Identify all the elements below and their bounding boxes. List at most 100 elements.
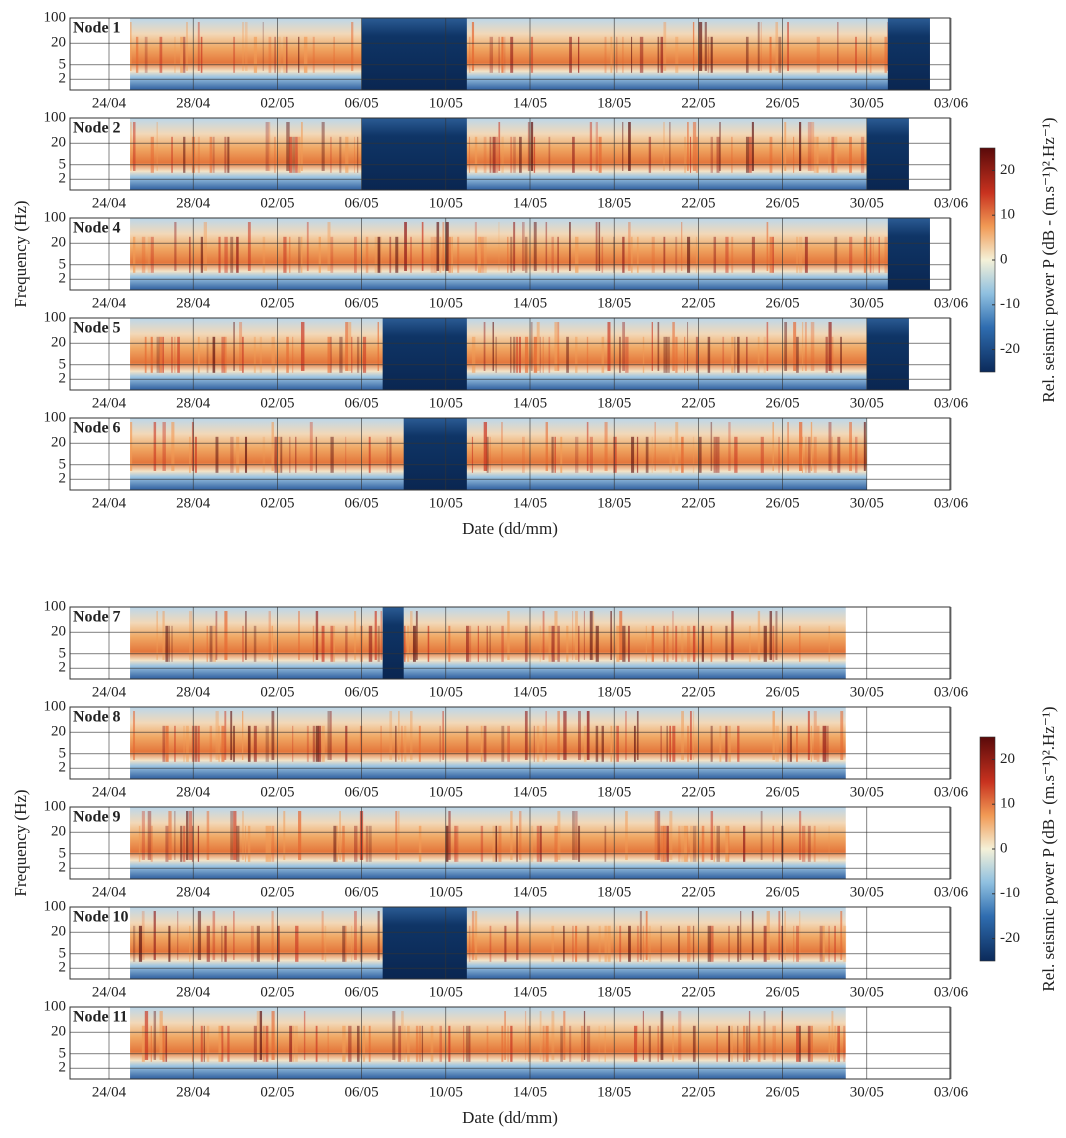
texture [418,1025,422,1062]
texture [244,436,248,473]
texture [501,1025,504,1062]
texture [633,725,636,762]
texture [315,1025,318,1062]
texture [533,136,536,173]
texture [799,1025,801,1062]
texture [362,336,367,373]
texture [654,811,659,860]
texture [772,825,775,862]
texture [247,222,251,271]
texture [327,222,331,271]
texture [583,611,585,660]
texture [748,1011,751,1060]
texture [130,22,132,71]
x-tick-label: 24/04 [92,984,127,1000]
x-tick-label: 24/04 [92,195,127,211]
texture [793,322,797,371]
texture [510,36,514,73]
texture [471,336,476,373]
texture [345,625,348,662]
texture [822,925,825,962]
texture [610,36,613,73]
texture [395,811,398,860]
texture [728,1025,731,1062]
texture [692,122,697,171]
y-tick-label: 20 [51,435,66,451]
x-tick-label: 06/05 [345,295,379,311]
texture [642,925,645,962]
x-tick-label: 03/06 [934,395,969,411]
texture [804,436,807,473]
texture [153,911,156,960]
y-tick-label: 5 [59,456,67,472]
texture [660,1011,664,1060]
texture [180,825,183,862]
texture [147,811,152,860]
low-power-gap [382,318,467,390]
texture [619,925,622,962]
texture [869,236,872,273]
texture [418,725,421,762]
x-tick-label: 14/05 [513,195,547,211]
texture [342,1025,346,1062]
texture [822,725,826,762]
texture [516,825,519,862]
texture [628,122,631,171]
texture [872,236,874,273]
texture [230,436,234,473]
texture [474,222,477,271]
texture [404,1025,406,1062]
texture [501,36,504,73]
texture [766,222,769,271]
texture [604,422,608,471]
texture [230,811,234,860]
y-tick-label: 20 [51,724,66,740]
texture [663,625,665,662]
texture [495,336,497,373]
texture [586,336,589,373]
texture [810,122,815,171]
x-tick-label: 14/05 [513,684,547,700]
texture [132,122,136,171]
texture [407,625,410,662]
texture [377,911,380,960]
texture [636,1025,639,1062]
texture [675,625,678,662]
texture [651,322,653,371]
texture [645,625,647,662]
x-tick-label: 02/05 [260,495,294,511]
texture [271,422,274,471]
texture [501,136,504,173]
texture [253,725,257,762]
x-tick-label: 18/05 [597,495,631,511]
texture [757,1025,761,1062]
texture [448,811,451,860]
texture [781,136,783,173]
texture [404,222,407,271]
texture [404,725,407,762]
texture [303,1011,306,1060]
texture [141,811,145,860]
texture [174,222,177,271]
texture [563,1011,566,1060]
texture [463,1025,465,1062]
texture [884,36,888,73]
texture [474,911,478,960]
texture [477,625,479,662]
texture [666,825,669,862]
y-tick-label: 20 [51,135,66,151]
texture [799,122,802,171]
texture [333,825,337,862]
texture [486,625,488,662]
texture [457,236,460,273]
low-power-gap [403,418,467,490]
texture [837,22,839,71]
texture [489,625,491,662]
texture [625,711,627,760]
texture [710,725,713,762]
texture [300,322,305,371]
x-tick-label: 02/05 [260,984,294,1000]
y-tick-label: 5 [59,845,67,861]
x-tick-label: 26/05 [766,495,800,511]
texture [354,825,358,862]
